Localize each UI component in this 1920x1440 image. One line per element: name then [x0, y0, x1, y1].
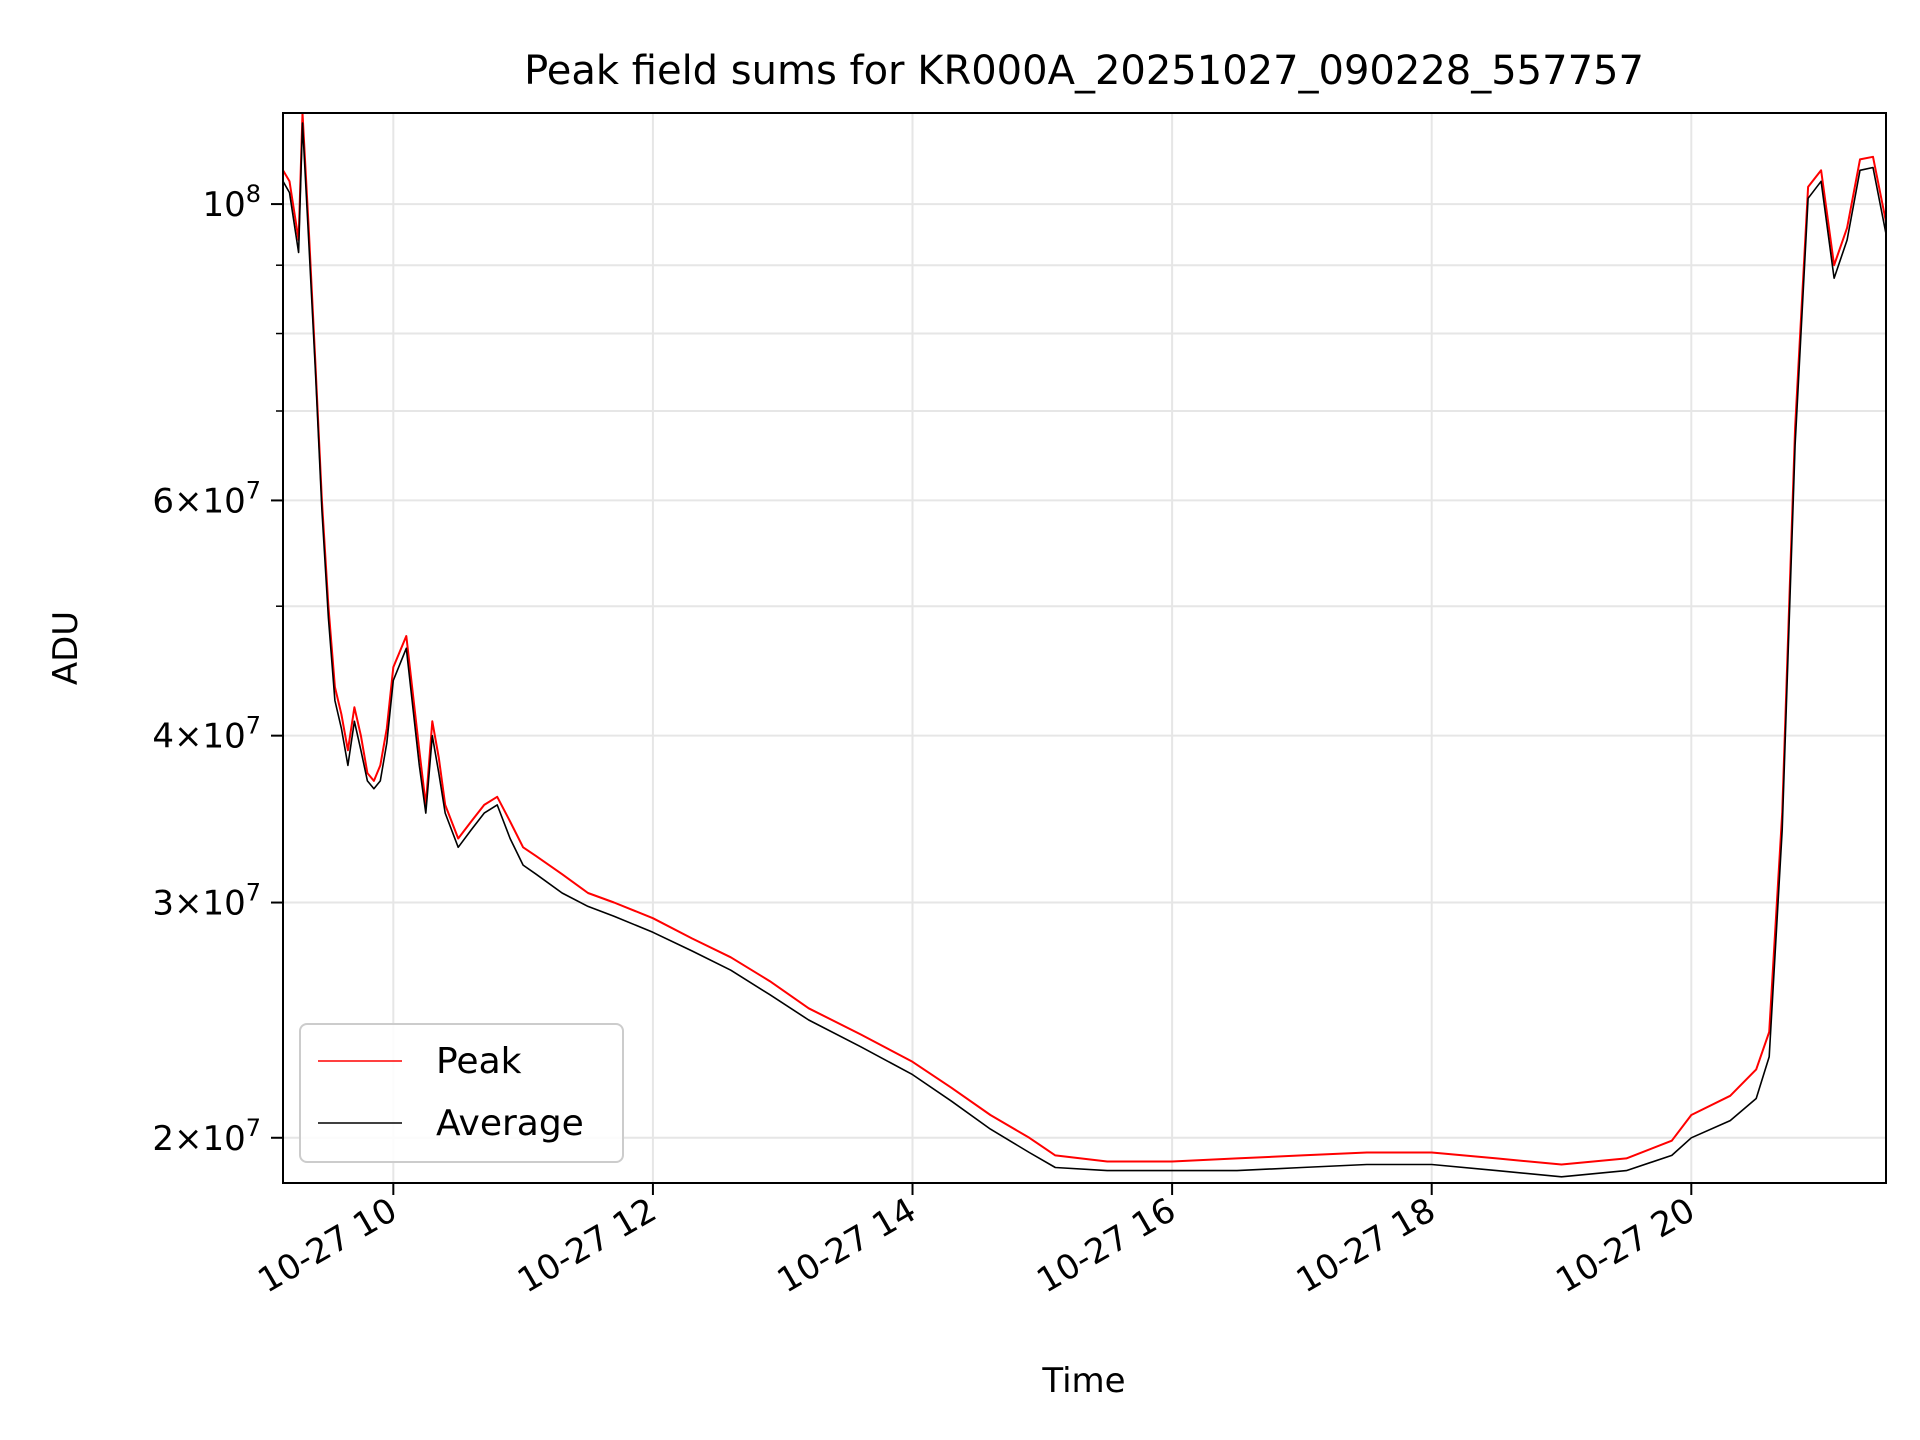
- chart-title: Peak field sums for KR000A_20251027_0902…: [524, 48, 1644, 94]
- series-line-average: [283, 122, 1886, 1178]
- y-tick-base: 2×10: [152, 1119, 245, 1159]
- series-line-peak: [283, 113, 1886, 1166]
- plot-area: [283, 113, 1886, 1178]
- y-tick-label: 4×107: [152, 712, 261, 757]
- y-tick-exponent: 7: [246, 879, 261, 907]
- y-tick-exponent: 7: [246, 476, 261, 504]
- y-tick-exponent: 7: [246, 1114, 261, 1142]
- y-tick-base: 10: [202, 185, 245, 225]
- legend-label-average: Average: [436, 1103, 584, 1144]
- y-tick-base: 3×10: [152, 884, 245, 924]
- y-tick-label: 3×107: [152, 879, 261, 924]
- y-tick-label: 108: [202, 180, 261, 225]
- y-tick-base: 6×10: [152, 481, 245, 521]
- y-tick-base: 4×10: [152, 717, 245, 757]
- grid: [283, 113, 1886, 1183]
- y-axis-label: ADU: [46, 611, 86, 685]
- y-tick-label: 2×107: [152, 1114, 261, 1159]
- legend-box: [299, 1023, 624, 1163]
- axes-frame: [282, 112, 1887, 1184]
- legend: Peak Average: [299, 1023, 624, 1163]
- legend-label-peak: Peak: [436, 1041, 522, 1082]
- y-tick-label: 6×107: [152, 476, 261, 521]
- y-tick-exponent: 8: [246, 180, 261, 208]
- x-axis-label: Time: [1041, 1361, 1125, 1401]
- y-tick-exponent: 7: [246, 712, 261, 740]
